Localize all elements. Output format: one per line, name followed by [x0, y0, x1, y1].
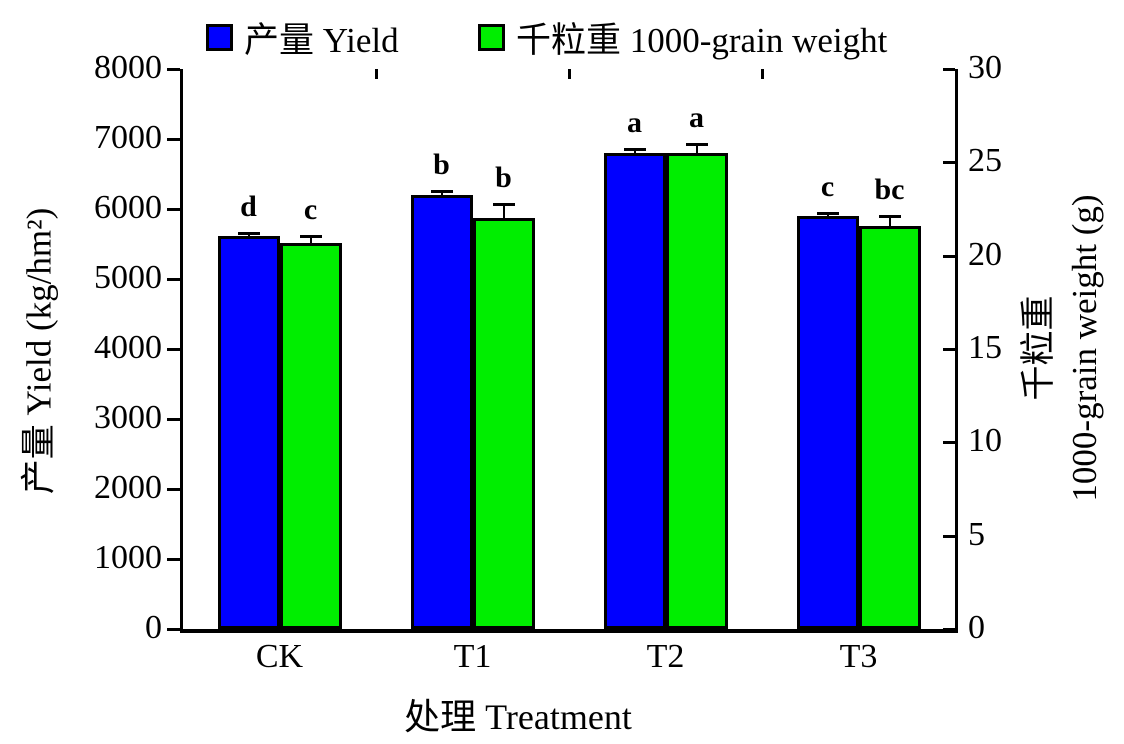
bar-grain-weight-T1 — [472, 218, 535, 629]
right-axis-tick — [943, 68, 955, 71]
bar-yield-T3 — [796, 216, 859, 629]
legend-item-yield: 产量 Yield — [206, 12, 399, 63]
right-axis-tick-label: 5 — [968, 515, 985, 553]
bar-grain-weight-T3 — [858, 225, 921, 629]
significance-letter-CK: d — [240, 189, 257, 223]
right-axis-title-line2: 1000-grain weight (g) — [1065, 194, 1104, 502]
significance-letter-T2: a — [689, 100, 704, 134]
bar-grain-weight-T2 — [665, 153, 728, 629]
x-axis-category-label-CK: CK — [255, 638, 304, 675]
left-axis-tick — [167, 278, 180, 281]
error-bar-T2 — [633, 150, 636, 153]
significance-letter-CK: c — [303, 193, 318, 226]
significance-letter-T3: c — [820, 169, 835, 203]
significance-letter-T1: b — [433, 148, 450, 182]
right-axis-tick-label: 20 — [968, 235, 1002, 273]
right-axis-tick-label: 15 — [968, 329, 1002, 366]
left-axis-tick — [167, 418, 180, 421]
left-axis-tick — [167, 208, 180, 211]
error-bar-cap-T3 — [878, 215, 901, 219]
error-bar-cap-T2 — [623, 148, 646, 152]
left-axis-tick — [167, 68, 180, 71]
x-axis-category-label-T3: T3 — [839, 638, 878, 675]
x-axis-title: 处理 Treatment — [404, 697, 632, 737]
left-axis-tick-label: 5000 — [94, 259, 162, 296]
legend-swatch-grain-weight — [478, 24, 505, 51]
legend-label-yield: 产量 Yield — [244, 21, 399, 60]
error-bar-cap-CK — [299, 235, 322, 238]
right-axis-tick-label: 0 — [968, 609, 985, 646]
error-bar-cap-T1 — [492, 203, 515, 207]
right-axis-tick — [943, 441, 955, 445]
right-axis-tick-label: 10 — [968, 422, 1002, 460]
bar-yield-T1 — [410, 195, 473, 629]
right-axis-tick-label: 25 — [968, 142, 1002, 180]
left-axis-tick — [167, 488, 180, 491]
left-axis-tick-label: 0 — [145, 609, 162, 646]
left-axis-tick-label: 3000 — [94, 399, 162, 436]
error-bar-CK — [247, 233, 250, 236]
left-axis-tick-label: 2000 — [94, 469, 162, 506]
error-bar-CK — [309, 237, 312, 243]
error-bar-cap-T3 — [816, 211, 839, 215]
error-bar-T3 — [888, 217, 891, 226]
error-bar-cap-CK — [237, 231, 260, 235]
significance-letter-T1: b — [495, 161, 512, 195]
left-axis-tick — [167, 348, 180, 351]
left-axis-tick — [167, 138, 180, 141]
right-axis-tick — [943, 534, 955, 538]
right-axis-tick — [943, 254, 955, 258]
significance-letter-T2: a — [627, 106, 642, 140]
x-axis-boundary-tick — [760, 69, 764, 79]
error-bar-T2 — [695, 144, 698, 153]
left-axis-tick-label: 4000 — [94, 329, 162, 366]
left-axis-tick — [167, 628, 180, 631]
x-axis-category-label-T1: T1 — [453, 638, 492, 675]
error-bar-cap-T2 — [685, 142, 708, 146]
right-axis-tick — [943, 161, 955, 165]
bar-yield-CK — [217, 235, 280, 629]
significance-letter-T3: bc — [874, 173, 905, 207]
left-axis-tick — [167, 558, 180, 561]
error-bar-T1 — [440, 192, 443, 195]
right-axis-tick — [943, 628, 955, 631]
legend-label-grain-weight: 千粒重 1000-grain weight — [516, 21, 888, 60]
bar-yield-T2 — [603, 153, 666, 629]
error-bar-T3 — [826, 213, 829, 216]
x-axis-boundary-tick — [567, 69, 571, 79]
right-axis-tick-label: 30 — [968, 49, 1002, 86]
error-bar-cap-T1 — [430, 190, 453, 194]
plot-area: d c b b a a c bc — [167, 68, 958, 633]
x-axis-category-label-T2: T2 — [646, 638, 685, 675]
left-axis-tick-label: 1000 — [94, 539, 162, 576]
bar-grain-weight-CK — [279, 242, 342, 629]
legend-item-grain-weight: 千粒重 1000-grain weight — [478, 12, 887, 63]
left-axis-tick-label: 7000 — [94, 119, 162, 156]
error-bar-T1 — [502, 205, 505, 219]
x-axis-boundary-tick — [374, 69, 378, 79]
legend-swatch-yield — [206, 24, 233, 51]
left-axis-tick-label: 8000 — [94, 49, 162, 86]
right-axis-tick — [943, 348, 955, 351]
left-axis-tick-label: 6000 — [94, 189, 162, 226]
